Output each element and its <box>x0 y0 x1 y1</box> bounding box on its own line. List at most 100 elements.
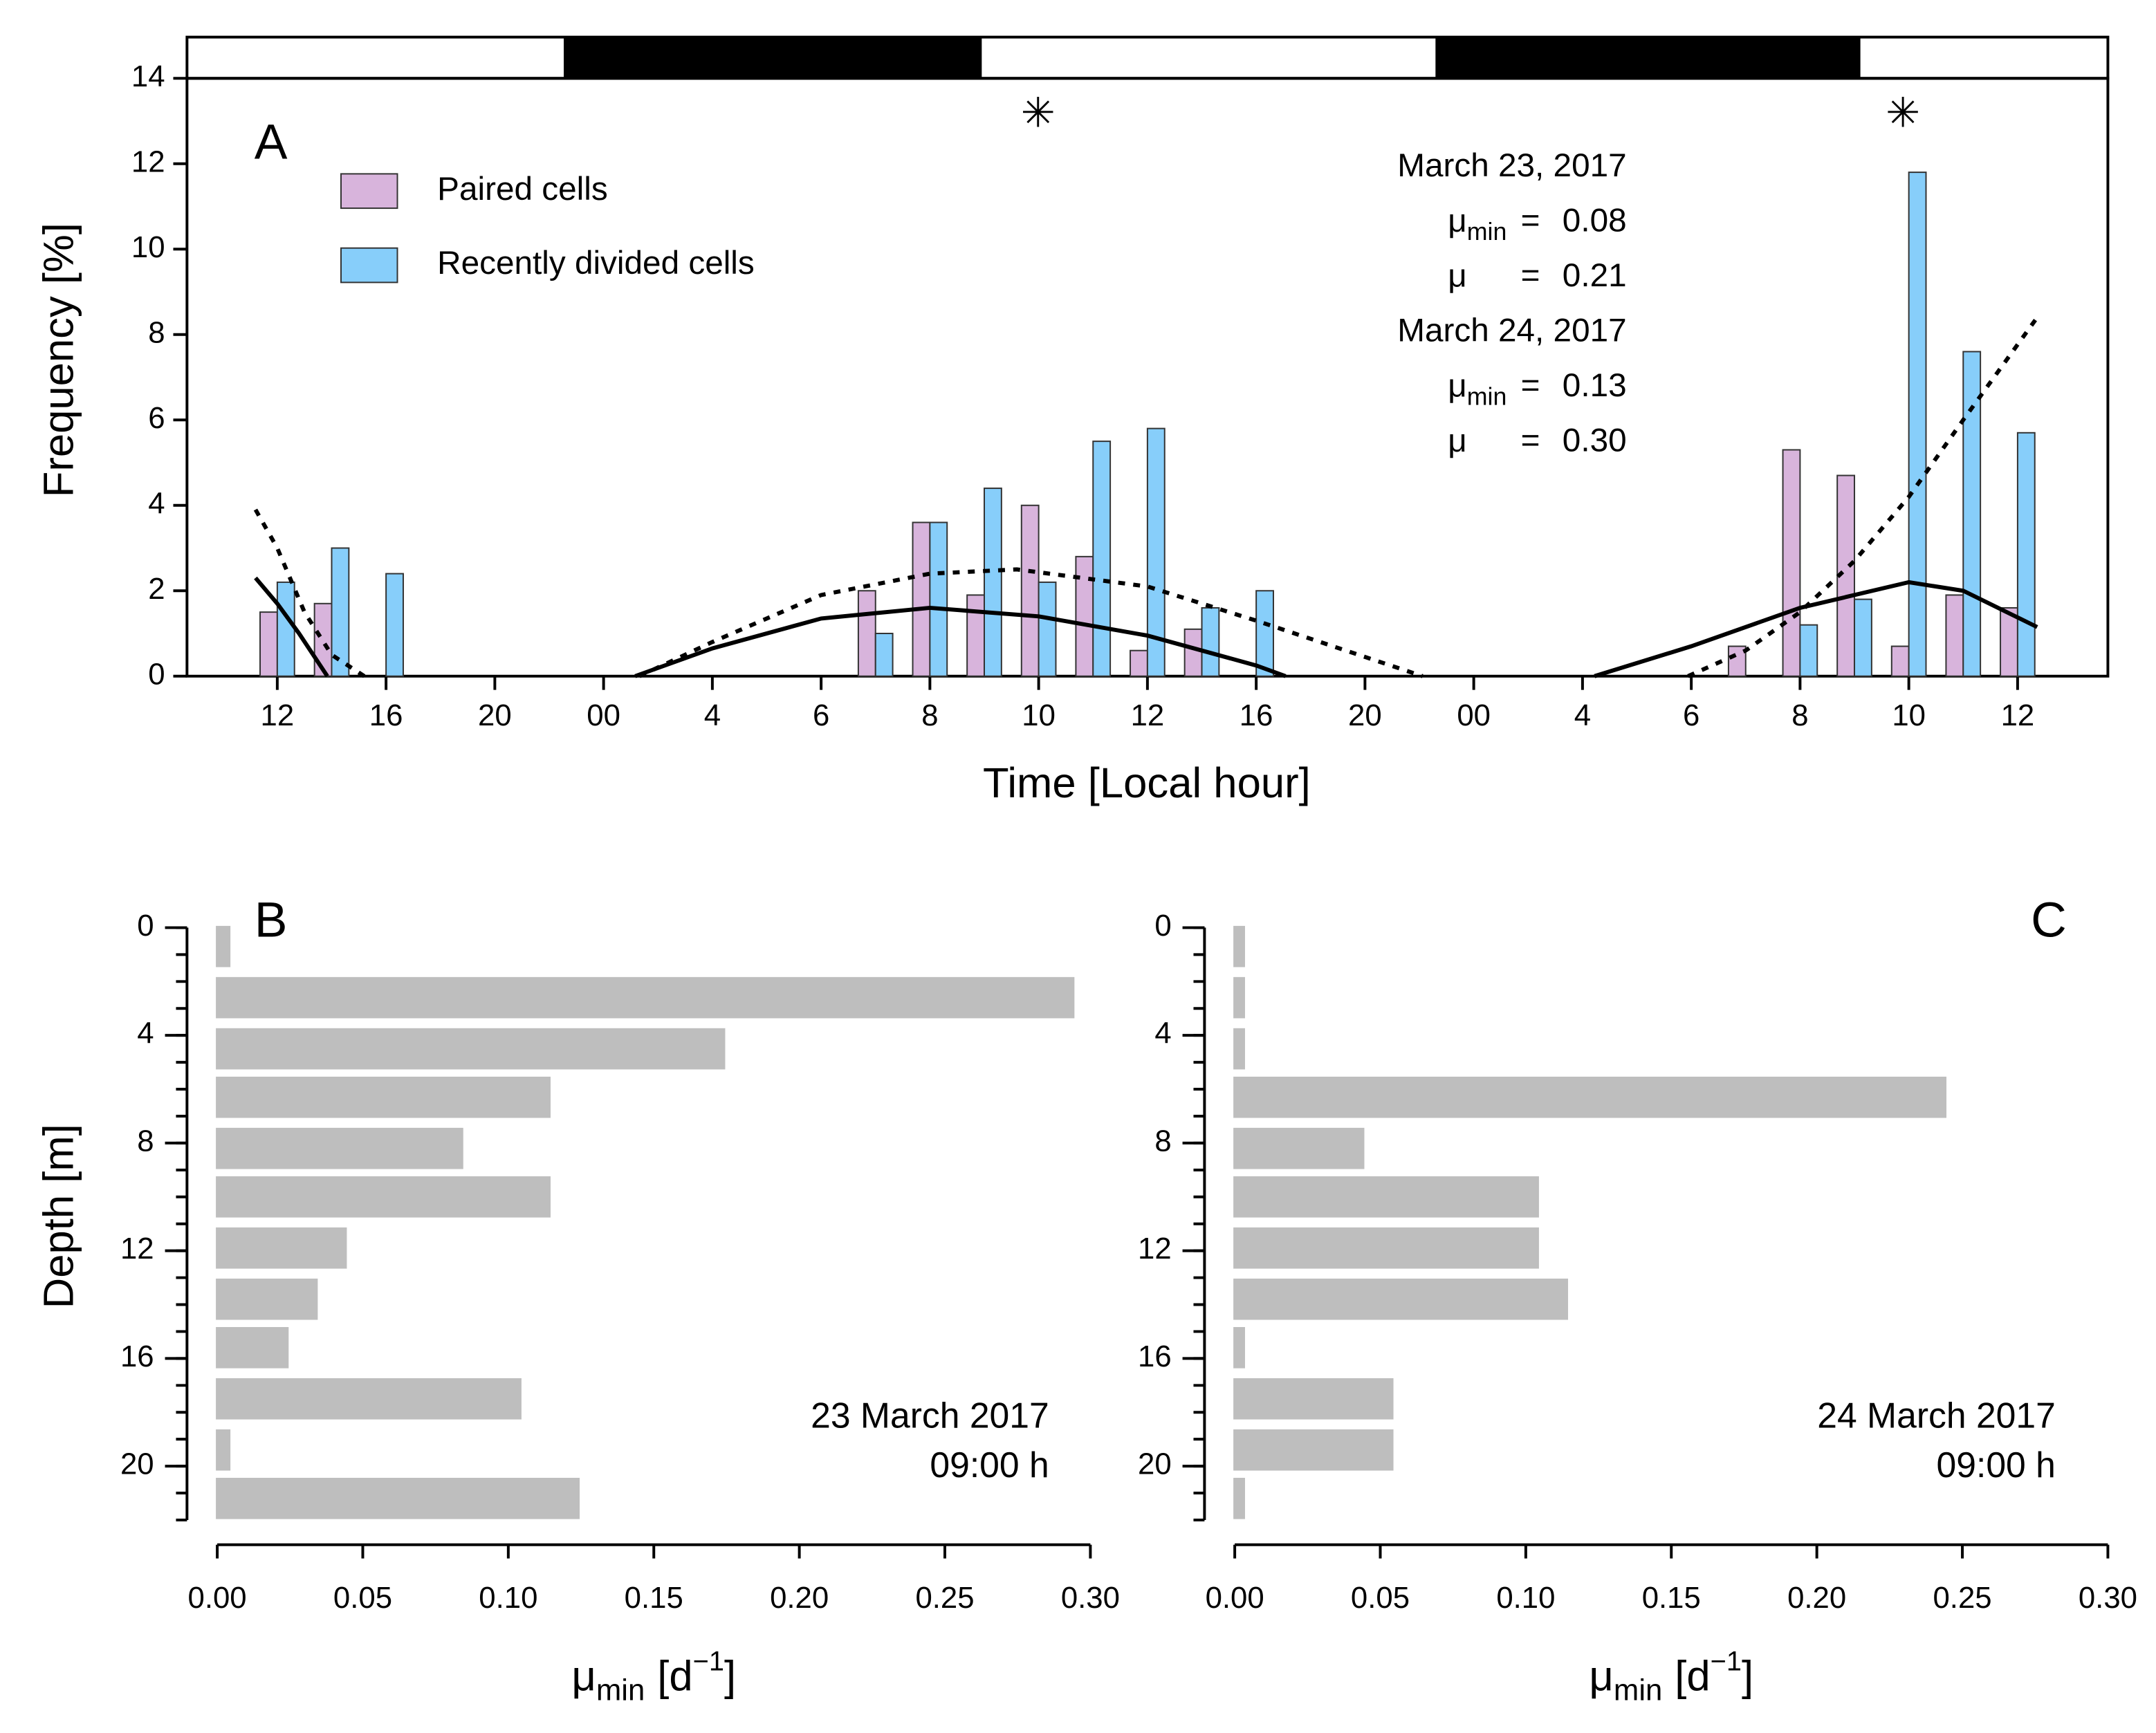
stat-relation: = <box>1521 257 1540 294</box>
legend-label: Recently divided cells <box>437 245 755 281</box>
bar <box>1201 606 1220 677</box>
y-tick-label: 4 <box>1154 1017 1171 1050</box>
bar <box>1233 1127 1365 1169</box>
legend-swatch <box>340 173 398 210</box>
y-tick-label: 4 <box>148 486 165 520</box>
y-tick-label: 8 <box>137 1124 154 1158</box>
x-tick-label: 12 <box>261 698 295 732</box>
unit-close: ] <box>724 1653 736 1700</box>
x-tick-label: 0.30 <box>1061 1581 1120 1615</box>
bar <box>1945 594 1964 677</box>
bar <box>1092 441 1112 677</box>
x-tick-label: 0.15 <box>1642 1581 1701 1615</box>
unit: [d <box>657 1653 692 1700</box>
bar <box>1799 624 1818 677</box>
x-tick-label: 8 <box>921 698 938 732</box>
bar <box>1727 645 1747 677</box>
y-tick-label: 2 <box>148 572 165 606</box>
bar <box>216 925 231 967</box>
x-tick-label: 6 <box>813 698 829 732</box>
subscript: min <box>1467 218 1507 245</box>
fit-curve <box>1594 580 2038 678</box>
stat-value: 0.13 <box>1563 367 1627 404</box>
symbol: μ <box>1448 257 1466 294</box>
y-tick-label: 8 <box>1154 1124 1171 1158</box>
y-tick-label: 6 <box>148 401 165 435</box>
night-period <box>564 37 982 79</box>
bar <box>259 611 278 677</box>
bar <box>1075 555 1094 677</box>
bar <box>1233 1227 1539 1269</box>
panel-label: A <box>255 115 288 170</box>
symbol: μ <box>1448 203 1466 239</box>
x-axis-label: μmin [d−1] <box>1589 1646 1753 1707</box>
stat-symbol: μmin <box>1448 367 1507 411</box>
night-period <box>1435 37 1861 79</box>
bar <box>1854 598 1872 677</box>
bar <box>1962 351 1982 677</box>
bar <box>1233 1028 1245 1070</box>
bar <box>874 633 894 677</box>
bar <box>216 1378 522 1420</box>
y-tick-label: 0 <box>1154 909 1171 943</box>
bar <box>1233 1478 1245 1519</box>
bar <box>1233 976 1245 1019</box>
bar <box>216 1076 551 1118</box>
stat-relation: = <box>1521 203 1540 239</box>
unit: [d <box>1675 1653 1710 1700</box>
x-tick-label: 0.25 <box>915 1581 974 1615</box>
x-tick-label: 0.20 <box>1787 1581 1846 1615</box>
y-tick-label: 16 <box>120 1340 154 1373</box>
bar <box>1233 1429 1394 1471</box>
symbol: μ <box>1448 423 1466 459</box>
y-tick-label: 16 <box>1138 1340 1172 1373</box>
stat-value: 0.08 <box>1563 203 1627 239</box>
x-tick-label: 16 <box>369 698 403 732</box>
bar <box>966 594 986 677</box>
bar <box>857 590 876 677</box>
significance-marker: ✳ <box>1021 90 1056 138</box>
panel-label: B <box>255 892 288 947</box>
bar <box>1233 925 1245 967</box>
annotation: 09:00 h <box>930 1445 1049 1485</box>
x-tick-label: 4 <box>1574 698 1591 732</box>
bar <box>313 602 333 677</box>
legend-swatch <box>340 247 398 284</box>
stat-relation: = <box>1521 367 1540 404</box>
significance-marker: ✳ <box>1886 90 1920 138</box>
bar <box>1908 172 1927 677</box>
bar <box>2016 432 2036 677</box>
symbol: μ <box>1448 367 1466 404</box>
x-tick-label: 12 <box>2001 698 2035 732</box>
y-tick-label: 0 <box>148 657 165 691</box>
annotation: 23 March 2017 <box>811 1396 1049 1436</box>
stat-symbol: μmin <box>1448 203 1507 246</box>
y-tick-label: 8 <box>148 315 165 349</box>
bar <box>1233 1326 1245 1369</box>
y-tick-label: 12 <box>1138 1232 1172 1266</box>
subscript: min <box>1614 1673 1662 1707</box>
bar <box>216 1176 551 1218</box>
x-tick-label: 6 <box>1683 698 1699 732</box>
bar <box>1890 645 1910 677</box>
symbol: μ <box>571 1653 596 1700</box>
bar <box>1020 504 1040 677</box>
stat-symbol: μ <box>1448 423 1466 459</box>
x-tick-label: 0.05 <box>1351 1581 1410 1615</box>
x-tick-label: 00 <box>587 698 620 732</box>
x-tick-label: 0.05 <box>333 1581 392 1615</box>
bar <box>216 1478 580 1519</box>
superscript: −1 <box>693 1646 724 1676</box>
x-tick-label: 8 <box>1791 698 1808 732</box>
bar <box>216 1278 318 1320</box>
y-tick-label: 12 <box>131 145 165 178</box>
bar <box>1146 427 1165 677</box>
x-tick-label: 10 <box>1892 698 1926 732</box>
y-tick-label: 20 <box>120 1447 154 1481</box>
y-tick-label: 20 <box>1138 1447 1172 1481</box>
y-tick-label: 10 <box>131 230 165 264</box>
bar <box>216 1227 347 1269</box>
symbol: μ <box>1589 1653 1614 1700</box>
bar <box>276 581 295 677</box>
